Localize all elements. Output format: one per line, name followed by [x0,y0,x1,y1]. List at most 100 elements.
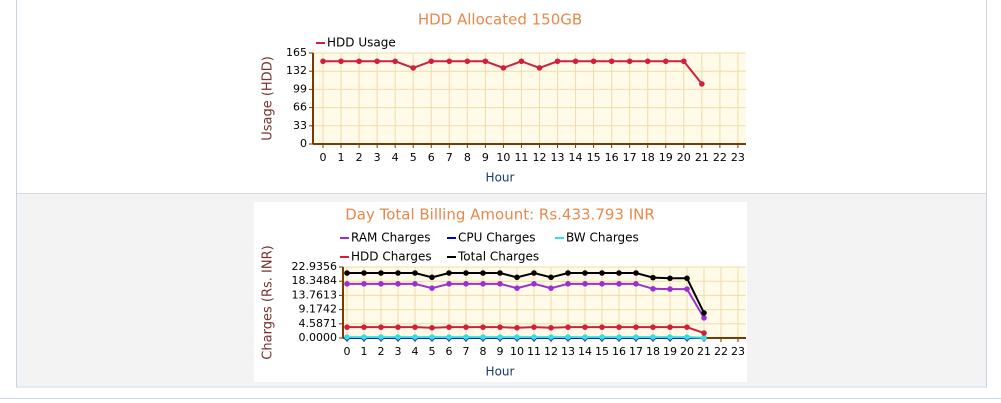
data-point [412,334,418,340]
legend-label: BW Charges [566,231,639,245]
x-tick-label: 0 [320,151,327,164]
data-point [356,58,362,65]
legend-label: HDD Usage [327,36,396,50]
x-tick-label: 6 [428,151,435,164]
data-point [684,324,690,330]
x-tick-label: 22 [713,151,727,164]
data-point [446,58,453,65]
x-tick-label: 21 [697,345,711,358]
data-point [599,281,605,287]
data-point [565,281,571,287]
x-tick-label: 4 [412,345,419,358]
x-tick-label: 16 [605,151,619,164]
data-point [429,285,435,291]
x-tick-label: 23 [731,151,745,164]
x-tick-label: 9 [482,151,489,164]
data-point [361,270,367,276]
x-tick-label: 12 [532,151,546,164]
data-point [667,275,673,282]
series-line [347,282,705,319]
data-point [480,281,486,287]
x-tick-label: 16 [612,345,626,358]
data-point [446,334,452,340]
data-point [626,58,633,65]
legend-label: RAM Charges [351,231,431,245]
x-tick-label: 15 [587,151,601,164]
data-point [582,281,588,287]
data-point [599,270,605,276]
data-point [667,324,673,330]
data-point [554,58,561,65]
data-point [429,274,435,281]
data-point [514,274,520,281]
data-point [684,275,690,282]
data-point [572,58,579,65]
data-point [344,324,350,330]
data-point [395,334,401,340]
data-point [650,285,656,292]
y-tick-label: 99 [293,82,307,95]
data-point [684,286,690,292]
x-tick-label: 1 [361,345,368,358]
series-line [347,336,705,339]
data-point [701,310,707,316]
data-point [480,334,486,340]
data-point [412,270,418,276]
x-tick-label: 14 [569,151,583,164]
data-point [582,270,588,276]
x-tick-label: 8 [480,345,487,358]
data-point [565,334,571,340]
data-point [463,324,469,330]
x-tick-label: 6 [446,345,453,358]
data-point [590,58,597,65]
data-point [497,334,503,340]
legend-label: CPU Charges [458,231,536,245]
data-point [548,285,554,291]
legend-label: HDD Charges [351,250,432,264]
y-tick-label: 165 [286,46,307,59]
x-tick-label: 20 [677,151,691,164]
x-tick-label: 11 [527,345,541,358]
x-tick-label: 21 [695,151,709,164]
data-point [531,334,537,340]
y-axis-label: Usage (HDD) [261,56,276,141]
data-point [608,58,615,65]
data-point [463,270,469,276]
legend-label: Total Charges [457,250,539,264]
y-tick-label: 13.7613 [292,288,338,301]
x-tick-label: 7 [446,151,453,164]
data-point [667,286,673,292]
x-tick-label: 7 [463,345,470,358]
data-point [338,58,344,65]
data-point [497,281,503,287]
data-point [344,334,350,340]
x-tick-label: 4 [392,151,399,164]
x-tick-label: 23 [731,345,745,358]
data-point [667,334,673,340]
data-point [392,58,398,65]
data-point [650,324,656,330]
data-point [497,324,503,330]
x-tick-label: 3 [395,345,402,358]
data-point [378,281,384,287]
data-point [701,315,707,321]
data-point [536,65,543,71]
x-tick-label: 2 [356,151,363,164]
x-axis-label: Hour [486,171,515,185]
data-point [395,270,401,276]
data-point [429,334,435,340]
x-tick-label: 19 [659,151,673,164]
y-tick-label: 18.3484 [292,274,338,287]
data-point [662,58,669,65]
y-tick-label: 4.5871 [299,317,338,330]
data-point [446,324,452,330]
x-tick-label: 8 [464,151,471,164]
data-point [650,334,656,340]
data-point [616,334,622,340]
data-point [633,270,639,276]
data-point [531,281,537,287]
chart-title: HDD Allocated 150GB [418,11,582,29]
data-point [395,324,401,330]
data-point [412,281,418,287]
x-tick-label: 17 [623,151,637,164]
